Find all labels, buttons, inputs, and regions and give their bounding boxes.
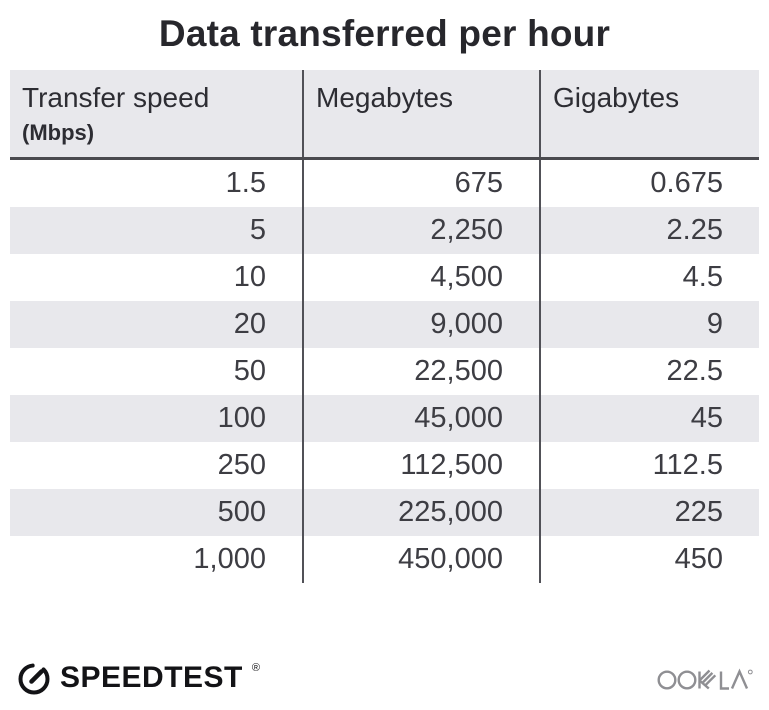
cell: 45,000 <box>302 395 539 442</box>
column-header-transfer-speed-label: Transfer speed <box>22 82 210 113</box>
cell: 225,000 <box>302 489 539 536</box>
cell: 2.25 <box>539 207 759 254</box>
column-header-transfer-speed-unit: (Mbps) <box>22 120 95 145</box>
ookla-wordmark-icon <box>657 668 753 690</box>
cell: 9,000 <box>302 301 539 348</box>
cell: 1,000 <box>193 543 266 575</box>
table-row: 250 112,500 112.5 <box>10 442 759 489</box>
cell: 20 <box>10 301 302 348</box>
speedtest-wordmark: SPEEDTEST <box>60 661 243 694</box>
table-header-row: Transfer speed (Mbps) Megabytes Gigabyte… <box>10 70 759 160</box>
cell: 225 <box>539 489 759 536</box>
cell: 45 <box>539 395 759 442</box>
gauge-icon <box>18 663 50 695</box>
table-row: 1,000 450,000 450 <box>10 536 759 583</box>
cell: 9 <box>539 301 759 348</box>
cell: 10 <box>233 261 266 293</box>
table-row: 5 2,250 2.25 <box>10 207 759 254</box>
cell: 2,250 <box>302 207 539 254</box>
speedtest-logo: SPEEDTEST ® <box>16 660 260 696</box>
column-header-transfer-speed: Transfer speed (Mbps) <box>10 70 302 157</box>
cell: 675 <box>302 160 539 207</box>
cell: 112.5 <box>539 442 759 489</box>
cell: 4,500 <box>302 254 539 301</box>
cell: 500 <box>10 489 302 536</box>
cell: 0.675 <box>539 160 759 207</box>
data-table: Transfer speed (Mbps) Megabytes Gigabyte… <box>10 70 759 583</box>
cell: 4.5 <box>539 254 759 301</box>
registered-mark: ® <box>251 662 260 674</box>
cell: 112,500 <box>302 442 539 489</box>
cell: 5 <box>10 207 302 254</box>
cell: 250 <box>217 449 266 481</box>
cell: 450 <box>539 536 759 583</box>
column-header-gigabytes: Gigabytes <box>539 70 759 157</box>
footer: SPEEDTEST ® <box>0 656 769 700</box>
table-row: 500 225,000 225 <box>10 489 759 536</box>
table-body: 1.5 675 0.675 5 2,250 2.25 10 4,500 4.5 20 9,000 9 5… <box>10 160 759 583</box>
ookla-logo <box>657 662 753 694</box>
cell: 22,500 <box>302 348 539 395</box>
page-title: Data transferred per hour <box>158 13 611 54</box>
table-row: 1.5 675 0.675 <box>10 160 759 207</box>
cell: 100 <box>10 395 302 442</box>
table-row: 20 9,000 9 <box>10 301 759 348</box>
cell: 22.5 <box>539 348 759 395</box>
table-row: 10 4,500 4.5 <box>10 254 759 301</box>
column-header-megabytes: Megabytes <box>302 70 539 157</box>
cell: 1.5 <box>225 167 266 199</box>
cell: 450,000 <box>302 536 539 583</box>
table-row: 100 45,000 45 <box>10 395 759 442</box>
table-row: 50 22,500 22.5 <box>10 348 759 395</box>
cell: 50 <box>233 355 266 387</box>
